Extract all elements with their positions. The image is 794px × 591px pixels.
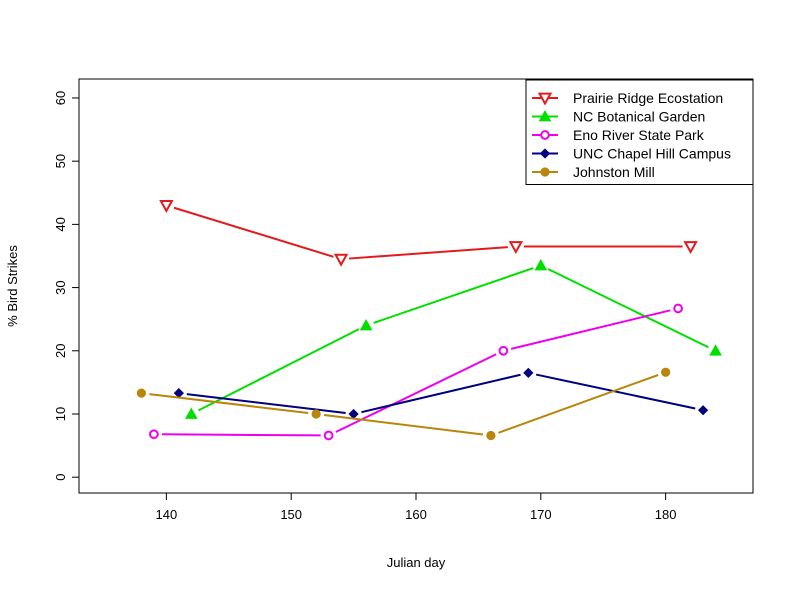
x-tick-label: 140: [156, 507, 178, 522]
series-group: [184, 258, 722, 419]
series-group: [159, 200, 698, 267]
y-tick-label: 40: [53, 217, 68, 231]
legend-label: NC Botanical Garden: [573, 109, 705, 125]
x-tick-label: 180: [655, 507, 677, 522]
legend-label: Prairie Ridge Ecostation: [573, 90, 723, 106]
series-line-segment: [149, 393, 309, 415]
legend-label: Eno River State Park: [573, 127, 705, 143]
x-axis-title: Julian day: [387, 555, 446, 570]
series-line-segment: [323, 413, 484, 436]
x-tick-label: 150: [280, 507, 302, 522]
y-tick-label: 10: [53, 407, 68, 421]
series-group: [136, 367, 671, 441]
legend-marker-swatch: [540, 167, 550, 177]
legend-item: Prairie Ridge Ecostation: [532, 90, 723, 106]
data-point-marker: [508, 241, 524, 255]
series-line-segment: [198, 328, 360, 412]
legend-label: UNC Chapel Hill Campus: [573, 146, 731, 162]
data-point-marker: [149, 429, 159, 440]
legend-box: [525, 79, 754, 185]
data-point-marker: [486, 430, 496, 441]
y-tick-label: 20: [53, 344, 68, 358]
series-line-segment: [361, 373, 521, 414]
data-point-marker: [311, 409, 321, 419]
series-group: [173, 367, 709, 420]
y-tick-label: 50: [53, 154, 68, 168]
data-point-marker: [523, 367, 534, 379]
data-point-marker: [709, 344, 722, 356]
data-point-marker: [323, 430, 334, 441]
legend-marker-swatch: [540, 130, 550, 140]
legend-item: Eno River State Park: [532, 127, 705, 143]
series-line-segment: [161, 433, 321, 437]
legend-item: NC Botanical Garden: [532, 109, 705, 125]
series-line-segment: [349, 246, 508, 260]
series-line-segment: [173, 206, 334, 258]
data-point-marker: [359, 318, 373, 331]
legend-marker-swatch: [539, 148, 551, 159]
x-tick-label: 170: [530, 507, 552, 522]
y-axis-title: % Bird Strikes: [5, 245, 20, 327]
data-point-marker: [697, 405, 709, 416]
y-tick-label: 30: [53, 280, 68, 294]
legend-label: Johnston Mill: [573, 164, 655, 180]
series-line-segment: [535, 373, 696, 410]
series-line-segment: [186, 393, 346, 415]
data-point-marker: [184, 407, 198, 419]
series-line-segment: [547, 268, 709, 349]
y-tick-label: 60: [53, 91, 68, 105]
data-point-marker: [159, 200, 174, 213]
data-point-marker: [683, 241, 698, 255]
data-point-marker: [136, 388, 147, 398]
series-line-segment: [510, 309, 671, 350]
legend-item: UNC Chapel Hill Campus: [532, 146, 731, 162]
data-point-marker: [673, 303, 683, 314]
data-point-marker: [661, 367, 671, 377]
legend-item: Johnston Mill: [532, 164, 655, 180]
y-tick-label: 0: [53, 474, 68, 481]
series-line-segment: [373, 267, 534, 324]
data-point-marker: [534, 258, 548, 271]
legend-marker-swatch: [537, 92, 553, 106]
legend-marker-swatch: [538, 109, 552, 122]
data-point-marker: [333, 253, 349, 267]
series-line-segment: [498, 374, 659, 434]
data-point-marker: [498, 345, 509, 356]
x-tick-label: 160: [405, 507, 427, 522]
